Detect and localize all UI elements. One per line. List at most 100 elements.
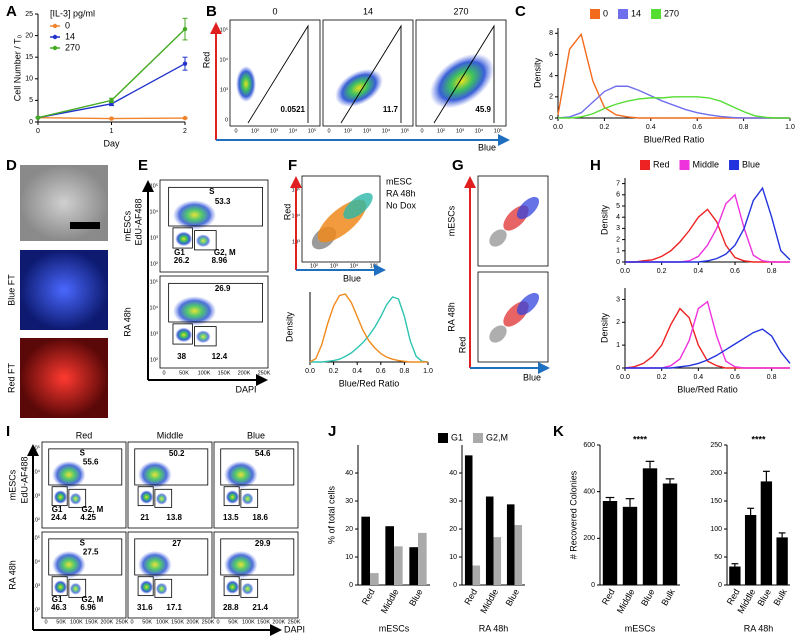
column-title: Blue — [247, 430, 265, 440]
x-tick-label: Red — [462, 587, 479, 606]
x-tick-label: 0.0 — [305, 368, 315, 375]
y-tick-label: 10⁴ — [32, 558, 41, 565]
y-tick-label: 10⁵ — [150, 278, 158, 285]
red-ft-image — [20, 338, 108, 418]
bar — [361, 516, 370, 585]
gate-value: 12.4 — [212, 352, 228, 361]
y-tick-label: 10² — [150, 357, 158, 363]
row-label: RA 48h — [7, 560, 17, 590]
bar — [493, 537, 502, 585]
y-tick-label: 200 — [583, 535, 595, 542]
series-line — [558, 96, 790, 119]
y-axis-label: Density — [599, 204, 609, 235]
y-tick-label: 10³ — [150, 235, 158, 241]
x-tick-label: 10⁵ — [401, 127, 409, 134]
bar — [472, 565, 481, 585]
gate — [154, 488, 173, 508]
y-tick-label: 10² — [32, 517, 40, 523]
gate-value: 38 — [177, 352, 186, 361]
y-tick-label: 3 — [616, 225, 620, 232]
x-tick-label: 10² — [310, 263, 318, 269]
y-tick-label: 10² — [32, 607, 40, 613]
legend-label: 0 — [65, 20, 70, 30]
y-tick-label: 100 — [710, 526, 722, 533]
y-axis-label: EdU-AF488 — [133, 198, 143, 245]
series-line — [625, 186, 791, 263]
y-tick-label: 20 — [449, 526, 457, 533]
x-tick-label: Middle — [379, 587, 401, 615]
row-label: RA 48h — [446, 302, 456, 332]
cell-density — [139, 490, 154, 504]
y-tick-label: 250 — [710, 442, 722, 449]
y-tick-label: 10⁵ — [150, 182, 158, 189]
x-axis-label: mESCs — [625, 623, 656, 633]
y-tick-label: 10⁴ — [150, 304, 159, 311]
legend-swatch — [590, 9, 600, 19]
series-line — [310, 296, 429, 363]
y-tick-label: 1 — [616, 342, 620, 349]
y-tick-label: 20 — [345, 526, 353, 533]
row-label: mESCs — [7, 469, 17, 500]
legend-label: 270 — [65, 42, 80, 52]
cell-density — [53, 490, 68, 504]
plot-frame — [159, 275, 269, 369]
panel-letter: H — [590, 157, 601, 174]
gate-value: 17.1 — [166, 603, 182, 612]
y-tick-label: 7 — [616, 180, 620, 187]
bar — [485, 496, 494, 585]
legend-label: 14 — [65, 31, 75, 41]
series-line — [309, 293, 428, 363]
bar — [622, 506, 638, 585]
x-tick-label: 0.8 — [739, 124, 749, 131]
y-axis-label: Red — [282, 204, 292, 221]
y-tick-label: 0 — [591, 582, 595, 589]
series-line — [557, 85, 790, 119]
cell-density — [225, 580, 240, 594]
gate-value: 53.3 — [215, 197, 231, 206]
y-tick-label: 40 — [449, 470, 457, 477]
x-tick-label: Red — [600, 587, 617, 606]
series-line — [37, 63, 186, 119]
y-tick-label: 0 — [616, 259, 620, 266]
x-tick-label: 10⁵ — [494, 127, 502, 134]
gate-value: 28.8 — [223, 603, 239, 612]
gate-value: 11.7 — [383, 105, 399, 114]
gate — [223, 576, 240, 597]
legend-label: mESC — [386, 176, 413, 186]
gate — [68, 488, 87, 508]
legend-swatch — [729, 160, 740, 170]
x-tick-label: 0 — [162, 370, 165, 376]
x-axis-label: Blue — [478, 142, 496, 152]
x-tick-label: 0 — [36, 128, 40, 135]
x-tick-label: 10⁵ — [308, 127, 316, 134]
x-tick-label: 0.2 — [657, 374, 667, 381]
plot-frame — [127, 441, 213, 529]
y-tick-label: 10³ — [150, 331, 158, 337]
bar — [744, 515, 757, 585]
gate — [137, 486, 154, 507]
y-tick-label: 0 — [29, 119, 33, 126]
x-tick-label: Blue — [639, 587, 657, 608]
x-axis-label: DAPI — [235, 384, 256, 394]
x-tick-label: 250K — [288, 619, 301, 625]
y-tick-label: 10³ — [32, 583, 40, 589]
cell-density — [172, 296, 217, 326]
x-axis-label: mESCs — [379, 623, 410, 633]
cell-density — [335, 69, 383, 107]
gate — [51, 486, 68, 507]
x-tick-label: 200K — [272, 619, 285, 625]
x-tick-label: 100K — [198, 370, 211, 376]
plot-frame — [477, 271, 549, 363]
bar — [642, 468, 658, 585]
x-tick-label: 0.4 — [646, 124, 656, 131]
y-tick-label: 0 — [349, 582, 353, 589]
panel-letter: A — [6, 3, 17, 20]
y-tick-label: 10² — [150, 261, 158, 267]
gate-value: 45.9 — [475, 105, 491, 114]
x-tick-label: 10³ — [270, 128, 278, 134]
gate-value: 18.6 — [252, 513, 268, 522]
gate-value: 8.96 — [212, 256, 228, 265]
x-tick-label: 0.0 — [620, 268, 630, 275]
gate-value: 13.5 — [223, 513, 239, 522]
y-tick-label: 10⁴ — [32, 468, 41, 475]
